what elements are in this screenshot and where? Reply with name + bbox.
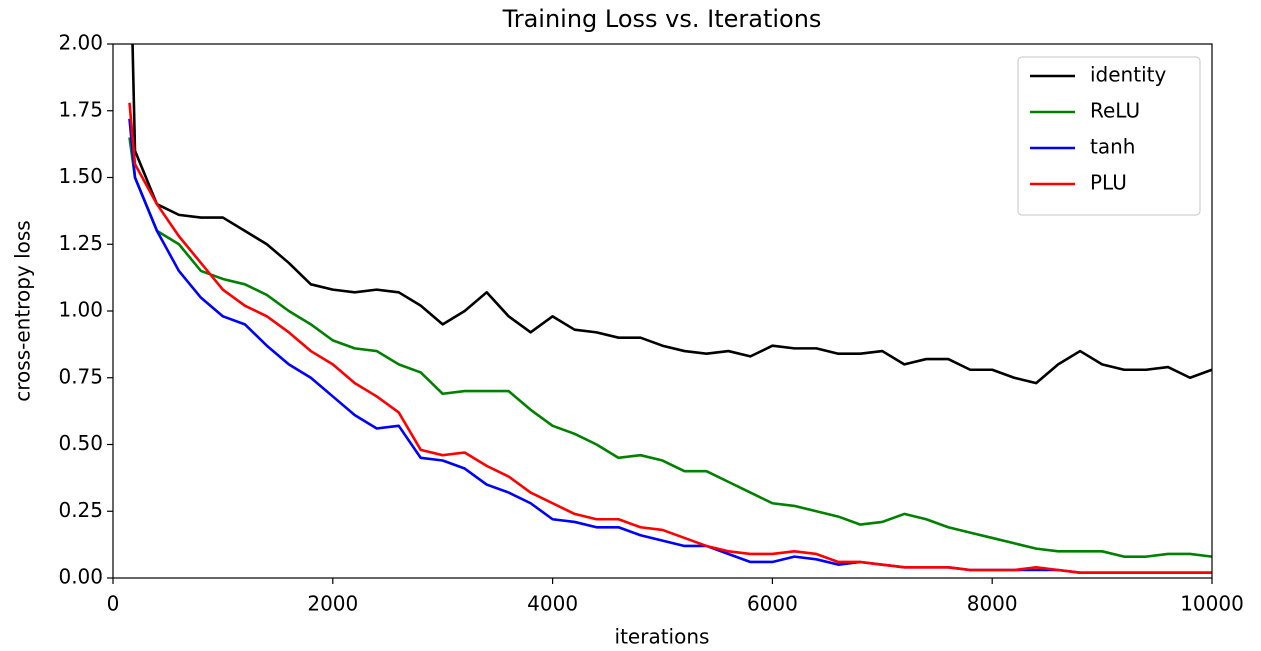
- y-tick-label: 0.00: [58, 565, 103, 589]
- x-tick-label: 8000: [967, 592, 1018, 616]
- x-tick-label: 0: [107, 592, 120, 616]
- y-tick-label: 1.25: [58, 231, 103, 255]
- x-tick-label: 6000: [747, 592, 798, 616]
- legend-label: PLU: [1090, 171, 1127, 195]
- series-line: [128, 137, 1212, 558]
- y-tick-label: 0.75: [58, 364, 103, 388]
- x-tick-label: 4000: [527, 592, 578, 616]
- legend-box: [1017, 56, 1201, 216]
- legend-label: tanh: [1090, 135, 1135, 159]
- legend-label: ReLU: [1090, 99, 1140, 123]
- y-tick-label: 1.50: [58, 164, 103, 188]
- x-tick-label: 10000: [1180, 592, 1244, 616]
- chart-title: Training Loss vs. Iterations: [502, 5, 822, 33]
- lines: [128, 44, 1212, 574]
- y-tick-label: 2.00: [58, 31, 103, 55]
- y-tick-label: 1.75: [58, 97, 103, 121]
- x-tick-label: 2000: [307, 592, 358, 616]
- y-tick-label: 0.50: [58, 431, 103, 455]
- y-axis-label: cross-entropy loss: [11, 220, 35, 401]
- series-line: [128, 118, 1212, 574]
- legend-label: identity: [1090, 63, 1166, 87]
- series-line: [128, 102, 1212, 574]
- x-axis-label: iterations: [615, 625, 710, 649]
- series-line: [131, 44, 1212, 385]
- y-tick-label: 1.00: [58, 298, 103, 322]
- y-tick-label: 0.25: [58, 498, 103, 522]
